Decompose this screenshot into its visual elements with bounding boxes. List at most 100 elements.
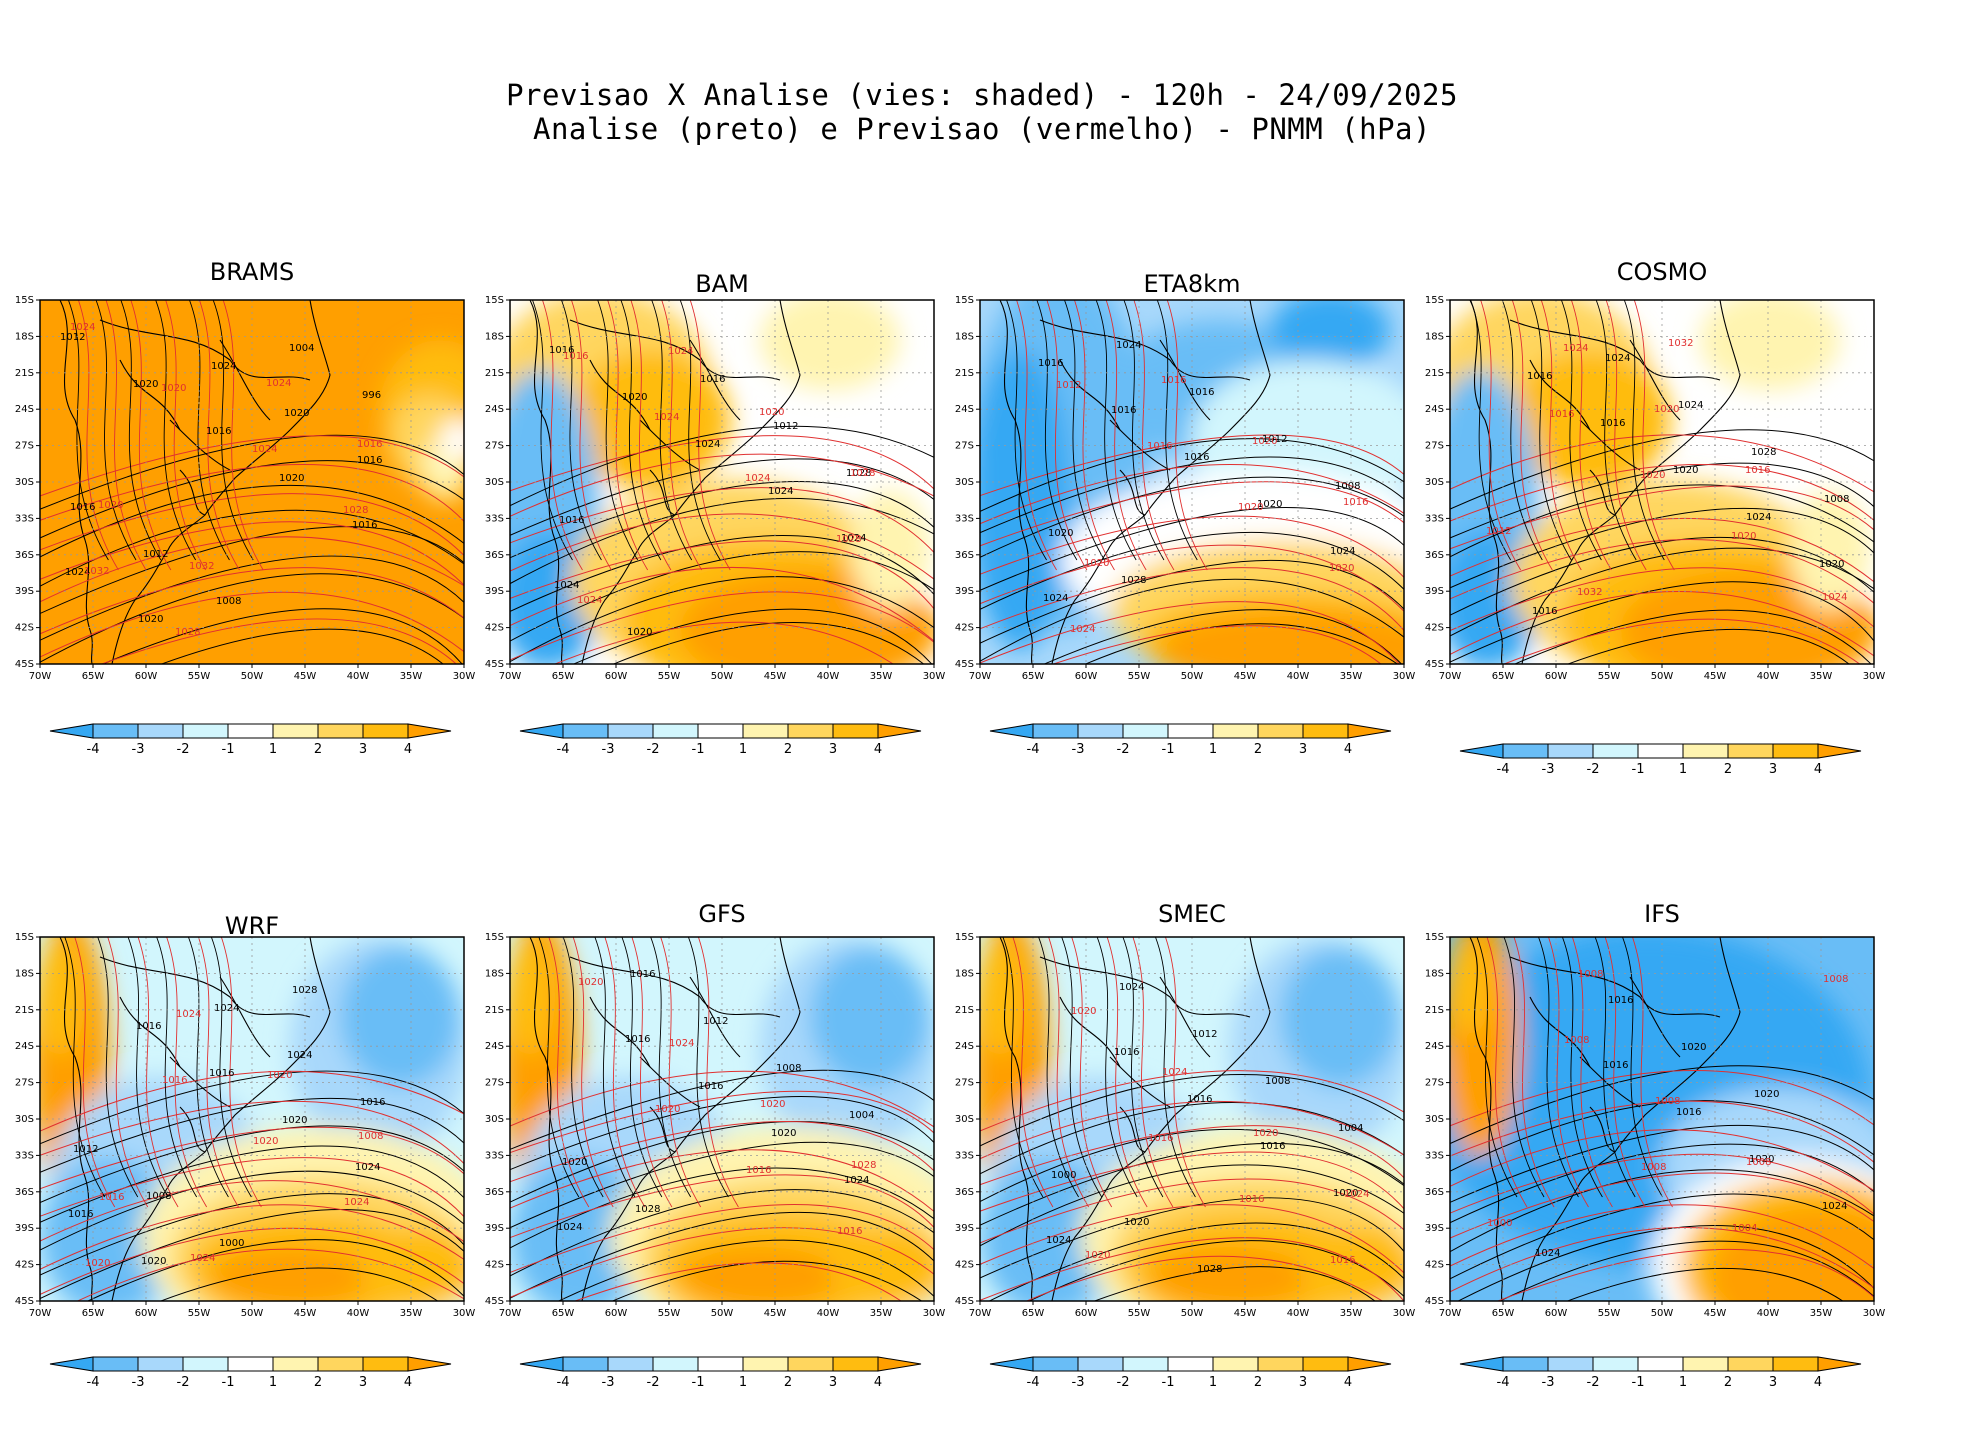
colorbar-cell [742, 723, 789, 739]
forecast-label: 1020 [759, 407, 784, 418]
map-plot: 1016 1020 1024 1024 1024 1024 1020 1016 1012 1028… [485, 295, 945, 682]
colorbar: -4 -3 -2 -1 1 2 3 4 [49, 1356, 452, 1390]
analysis-label: 1024 [65, 567, 90, 578]
analysis-label: 1024 [211, 361, 236, 372]
analysis-label: 1000 [1051, 1170, 1076, 1181]
analysis-label: 1020 [138, 614, 163, 625]
colorbar-cell [1122, 723, 1169, 739]
colorbar-cell [182, 1356, 229, 1372]
colorbar-cell [697, 723, 744, 739]
lat-tick-label: 27S [1425, 1078, 1444, 1089]
lat-tick-label: 27S [15, 1078, 34, 1089]
lat-tick-label: 24S [1425, 1041, 1444, 1052]
lat-tick-label: 42S [955, 1260, 974, 1271]
contour-labels: 1016101610161020102410241024101610121008… [1038, 340, 1368, 635]
colorbar-label: -4 [557, 1375, 570, 1390]
lat-tick-label: 33S [955, 513, 974, 524]
analysis-label: 1024 [1043, 593, 1068, 604]
bias-field: 1016101610201024102410161020102010081004… [1450, 937, 1874, 1301]
pressure-contours [40, 300, 464, 664]
analysis-label: 1012 [143, 549, 168, 560]
forecast-label: 1008 [1564, 1035, 1589, 1046]
map-plot: 1016101610201024102010161024102410281008… [1425, 295, 1885, 682]
forecast-label: 1024 [1344, 1189, 1369, 1200]
colorbar-cell [1257, 723, 1304, 739]
colorbar-label: -4 [1497, 1375, 1510, 1390]
lat-tick-label: 24S [485, 1041, 504, 1052]
forecast-label: 1024 [1563, 343, 1588, 354]
forecast-label: 1028 [836, 534, 861, 545]
colorbar-label: -2 [1587, 762, 1600, 777]
analysis-label: 1004 [849, 1110, 874, 1121]
colorbar-cell [1592, 1356, 1639, 1372]
analysis-label: 1024 [844, 1175, 869, 1186]
graticule [1450, 300, 1874, 664]
forecast-label: 1012 [1056, 380, 1081, 391]
forecast-label: 1024 [70, 322, 95, 333]
analysis-label: 1016 [549, 345, 574, 356]
colorbar-arrow-low [49, 723, 94, 739]
colorbar-label: 3 [359, 742, 367, 757]
colorbar: -4 -3 -2 -1 1 2 3 4 [519, 1356, 922, 1390]
analysis-label: 1016 [1600, 418, 1625, 429]
lon-tick-label: 60W [1075, 671, 1098, 682]
lat-tick-label: 33S [485, 1150, 504, 1161]
lon-tick-label: 70W [1439, 671, 1462, 682]
bias-field: 1016101610161020102410241012100810041000… [980, 937, 1404, 1301]
panel-title: IFS [1644, 900, 1680, 928]
contour-labels: 1016 1020 1024 1024 1024 1024 1020 1016 1012 1028… [549, 345, 875, 638]
colorbar-label: -2 [647, 1375, 660, 1390]
lat-tick-label: 24S [485, 404, 504, 415]
colorbar-arrow-high [1347, 723, 1392, 739]
analysis-label: 1024 [214, 1003, 239, 1014]
forecast-label: 1016 [1147, 441, 1172, 452]
colorbar-label: 2 [784, 1375, 792, 1390]
colorbar-cell [1682, 1356, 1729, 1372]
lon-tick-label: 50W [711, 1308, 734, 1319]
map-plot: 1016 1016 1020 1024 1016 1020 1024 1024 1016 1012… [15, 932, 475, 1319]
pressure-contours [1450, 300, 1874, 664]
forecast-label: 1016 [837, 1226, 862, 1237]
lon-tick-label: 35W [1810, 1308, 1833, 1319]
graticule [40, 300, 464, 664]
lat-tick-label: 24S [15, 1041, 34, 1052]
colorbar-label: 2 [1724, 762, 1732, 777]
colorbar-cell [1212, 1356, 1259, 1372]
lat-tick-label: 27S [1425, 441, 1444, 452]
forecast-label: 1032 [1577, 587, 1602, 598]
lon-tick-label: 45W [294, 671, 317, 682]
lat-tick-label: 30S [15, 477, 34, 488]
colorbar-label: -3 [1072, 1375, 1085, 1390]
lon-tick-label: 65W [1492, 1308, 1515, 1319]
lon-tick-label: 70W [1439, 1308, 1462, 1319]
lat-tick-label: 36S [955, 550, 974, 561]
colorbar-label: -1 [1632, 1375, 1645, 1390]
forecast-label: 1024 [1822, 592, 1847, 603]
lon-tick-label: 50W [1651, 1308, 1674, 1319]
lon-tick-label: 60W [605, 671, 628, 682]
forecast-label: 1024 [1162, 1067, 1187, 1078]
coastline [529, 937, 801, 1301]
analysis-label: 1016 [68, 1209, 93, 1220]
colorbar-cell [832, 1356, 879, 1372]
forecast-label: 1020 [85, 1258, 110, 1269]
colorbar-label: -3 [1542, 762, 1555, 777]
colorbar-label: -3 [602, 742, 615, 757]
analysis-label: 1012 [60, 332, 85, 343]
contour-labels: 1016101610161020102410241012100810041000… [1046, 982, 1369, 1275]
lat-tick-label: 24S [955, 1041, 974, 1052]
analysis-label: 1020 [771, 1128, 796, 1139]
colorbar-label: 1 [269, 742, 277, 757]
colorbar-cell [1772, 743, 1819, 759]
forecast-label: 1020 [1084, 558, 1109, 569]
lon-tick-label: 65W [1492, 671, 1515, 682]
analysis-label: 1028 [635, 1204, 660, 1215]
lon-tick-label: 40W [1757, 1308, 1780, 1319]
forecast-label: 1000 [1487, 1218, 1512, 1229]
contour-labels: 1016101610201024102010161024102410281008… [1486, 338, 1849, 617]
lat-tick-label: 15S [1425, 932, 1444, 943]
lon-tick-label: 30W [1393, 671, 1416, 682]
lat-tick-label: 45S [955, 659, 974, 670]
